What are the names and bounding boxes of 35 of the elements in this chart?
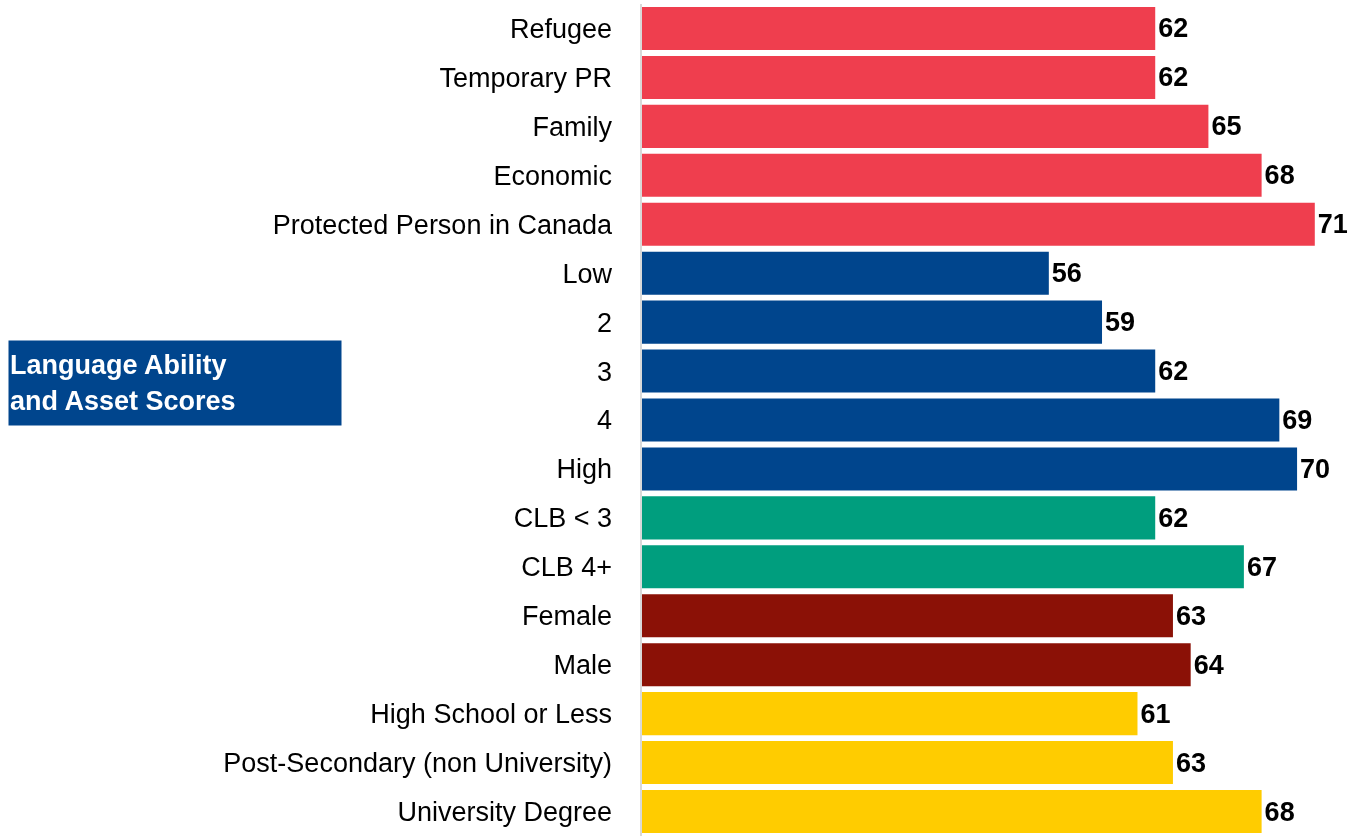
y-tick-label: High <box>556 454 612 485</box>
y-tick-label: 3 <box>596 356 612 387</box>
data-label: 61 <box>1140 698 1171 729</box>
y-tick-label: 4 <box>596 405 612 436</box>
data-label: 64 <box>1193 649 1224 680</box>
data-label: 62 <box>1158 502 1189 533</box>
data-label: 62 <box>1158 62 1189 93</box>
y-tick-label: High School or Less <box>370 699 612 730</box>
data-label: 71 <box>1317 209 1348 240</box>
y-tick-label: Protected Person in Canada <box>272 209 613 240</box>
y-tick-label: Refugee <box>509 13 612 44</box>
y-tick-label: Family <box>532 111 613 142</box>
y-tick-label: 2 <box>596 307 612 338</box>
y-tick-label: Temporary PR <box>439 62 612 93</box>
y-tick-label: Economic <box>493 160 612 191</box>
y-tick-label: Post-Secondary (non University) <box>223 748 612 779</box>
data-label: 68 <box>1264 160 1295 191</box>
data-label: 63 <box>1175 747 1206 778</box>
data-label: 65 <box>1211 111 1242 142</box>
data-label: 62 <box>1158 356 1189 387</box>
y-tick-label: Low <box>562 258 613 289</box>
data-label: 56 <box>1051 258 1082 289</box>
y-tick-label: CLB < 3 <box>513 503 612 534</box>
data-label: 67 <box>1246 551 1277 582</box>
y-tick-label: University Degree <box>397 796 612 827</box>
data-label: 63 <box>1175 600 1206 631</box>
data-label: 69 <box>1282 405 1313 435</box>
data-label: 62 <box>1158 13 1189 44</box>
text: Language Ability and Asset Scores <box>10 350 236 416</box>
data-label: 68 <box>1264 796 1295 827</box>
y-tick-label: CLB 4+ <box>521 552 612 583</box>
data-label: 70 <box>1300 453 1331 484</box>
y-tick-label: Female <box>521 601 612 632</box>
y-tick-label: Male <box>553 650 612 681</box>
data-label: 59 <box>1105 307 1136 338</box>
